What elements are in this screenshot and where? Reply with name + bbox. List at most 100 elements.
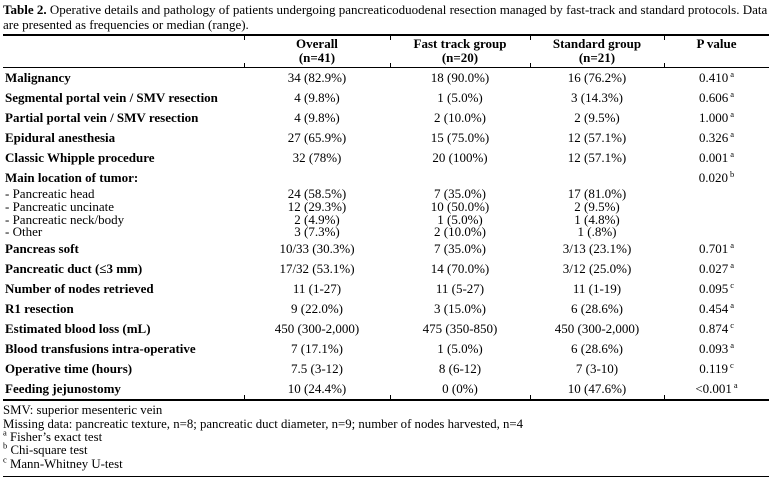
table-row: - Pancreatic uncinate 12 (29.3%) 10 (50.0%…	[3, 198, 769, 214]
row-label: Blood transfusions intra-operative	[5, 341, 196, 357]
cell-p-value: 0.326 a	[698, 128, 735, 145]
cell-standard: 6 (28.6%)	[571, 341, 623, 357]
cell-fast-track: 7 (35.0%)	[434, 241, 486, 257]
cell-overall: 34 (82.9%)	[287, 70, 347, 85]
row-label: Pancreas soft	[5, 241, 79, 257]
table-row: Segmental portal vein / SMV resection 4 (…	[3, 88, 769, 108]
row-label: Epidural anesthesia	[5, 130, 116, 145]
cell-overall: 12 (29.3%)	[287, 198, 347, 214]
table-row: Classic Whipple procedure 32 (78%) 20 (100…	[3, 148, 769, 168]
cell-standard: 16 (76.2%)	[567, 70, 627, 85]
cell-p-value	[664, 201, 769, 214]
cell-fast-track	[390, 168, 530, 188]
cell-overall	[244, 168, 390, 188]
cell-p-value: 0.606 a	[698, 88, 735, 105]
row-label: - Other	[5, 224, 43, 240]
cell-standard: 10 (47.6%)	[530, 379, 664, 402]
table-row: R1 resection 9 (22.0%) 3 (15.0%) 6 (28.6%) 0…	[3, 299, 769, 319]
cell-overall: 4 (9.8%)	[294, 90, 340, 105]
cell-p-value: 0.095 c	[698, 279, 735, 297]
cell-overall: 7.5 (3-12)	[291, 361, 343, 377]
cell-standard: 2 (9.5%)	[574, 110, 620, 125]
cell-standard: 7 (3-10)	[575, 361, 619, 377]
row-label: Feeding jejunostomy	[3, 379, 244, 402]
cell-overall: 17/32 (53.1%)	[279, 261, 355, 277]
cell-p-value: 1.000 a	[698, 108, 735, 125]
table-row: Feeding jejunostomy 10 (24.4%) 0 (0%) 10 (4…	[3, 379, 769, 402]
cell-p-value: 0.093 a	[698, 339, 735, 357]
cell-p-value: 0.701 a	[698, 239, 735, 257]
cell-overall: 32 (78%)	[292, 150, 342, 165]
cell-p-value: 0.119 c	[699, 359, 734, 377]
cell-p-value	[664, 188, 769, 201]
row-label: - Pancreatic uncinate	[5, 198, 114, 214]
table-row: Pancreas soft 10/33 (30.3%) 7 (35.0%) 3/13 …	[3, 239, 769, 259]
row-label: Segmental portal vein / SMV resection	[5, 90, 218, 105]
cell-standard	[530, 168, 664, 188]
cell-fast-track: 10 (50.0%)	[430, 198, 490, 214]
footnote: SMV: superior mesenteric vein	[3, 403, 163, 418]
cell-standard: 450 (300-2,000)	[554, 321, 640, 337]
footnote: b Chi-square test	[3, 441, 88, 458]
cell-standard: 17 (81.0%)	[567, 186, 627, 201]
cell-fast-track: 11 (5-27)	[435, 281, 485, 297]
cell-fast-track: 8 (6-12)	[438, 361, 482, 377]
row-label: Malignancy	[5, 70, 71, 85]
row-label: Pancreatic duct (≤3 mm)	[5, 261, 143, 277]
table-row: Partial portal vein / SMV resection 4 (9.…	[3, 108, 769, 128]
footnote: c Mann-Whitney U-test	[3, 454, 123, 471]
table-row: Main location of tumor: 0.020 b	[3, 168, 769, 188]
footnote: a Fisher’s exact test	[3, 427, 103, 444]
cell-fast-track: 3 (15.0%)	[434, 301, 486, 317]
cell-p-value: 0.454 a	[698, 299, 735, 317]
operative-details-table: Overall (n=41) Fast track group (n=20) Stand…	[3, 34, 769, 402]
row-label: R1 resection	[5, 301, 74, 317]
cell-p-value: 0.027 a	[698, 259, 735, 277]
footnotes: SMV: superior mesenteric vein Missing dat…	[3, 403, 769, 477]
cell-standard: 11 (1-19)	[572, 281, 622, 297]
cell-p-value: 0.001 a	[698, 148, 735, 165]
table-row: Malignancy 34 (82.9%) 18 (90.0%) 16 (76.2%)…	[3, 68, 769, 89]
row-label: Estimated blood loss (mL)	[5, 321, 151, 337]
row-label: - Pancreatic neck/body	[5, 211, 125, 227]
cell-fast-track: 1 (5.0%)	[437, 341, 483, 357]
cell-overall: 10/33 (30.3%)	[279, 241, 355, 257]
cell-overall: 3 (7.3%)	[294, 224, 340, 240]
cell-overall: 24 (58.5%)	[287, 186, 347, 201]
footnote: Missing data: pancreatic texture, n=8; p…	[3, 416, 524, 431]
cell-standard: 12 (57.1%)	[567, 150, 627, 165]
cell-overall: 4 (9.8%)	[294, 110, 340, 125]
cell-fast-track: 14 (70.0%)	[430, 261, 490, 277]
cell-standard: 1 (.8%)	[577, 224, 617, 240]
table-row: Pancreatic duct (≤3 mm) 17/32 (53.1%) 14 (…	[3, 259, 769, 279]
table-row: Estimated blood loss (mL) 450 (300-2,000)…	[3, 319, 769, 339]
cell-p-value	[664, 214, 769, 227]
column-header: Standard group (n=21)	[530, 35, 664, 68]
row-label: Classic Whipple procedure	[5, 150, 155, 165]
table-row: Epidural anesthesia 27 (65.9%) 15 (75.0%) 1…	[3, 128, 769, 148]
cell-p-value: 0.874 c	[698, 319, 735, 337]
header-row: Overall (n=41) Fast track group (n=20) Stand…	[3, 35, 769, 68]
cell-standard: 1 (4.8%)	[574, 211, 620, 227]
table-body: Malignancy 34 (82.9%) 18 (90.0%) 16 (76.2%)…	[3, 68, 769, 402]
cell-fast-track: 2 (10.0%)	[434, 224, 486, 240]
cell-standard: 2 (9.5%)	[574, 198, 620, 214]
row-label: Partial portal vein / SMV resection	[5, 110, 199, 125]
table-row: Operative time (hours) 7.5 (3-12) 8 (6-12)…	[3, 359, 769, 379]
cell-standard: 6 (28.6%)	[571, 301, 623, 317]
cell-fast-track: 1 (5.0%)	[437, 211, 483, 227]
table-row: - Other 3 (7.3%) 2 (10.0%) 1 (.8%)	[3, 224, 769, 240]
table-row: - Pancreatic neck/body 2 (4.9%) 1 (5.0%) 1 …	[3, 211, 769, 227]
cell-fast-track: 475 (350-850)	[422, 321, 498, 337]
cell-fast-track: 0 (0%)	[390, 379, 530, 402]
column-header-empty	[3, 35, 244, 68]
table-row: - Pancreatic head 24 (58.5%) 7 (35.0%) 17 (…	[3, 186, 769, 201]
table-caption: Table 2. Operative details and pathology…	[3, 2, 768, 32]
column-header: Overall (n=41)	[244, 35, 390, 68]
table-row: Number of nodes retrieved 11 (1-27) 11 (5-…	[3, 279, 769, 299]
cell-fast-track: 1 (5.0%)	[437, 90, 483, 105]
cell-fast-track: 20 (100%)	[432, 150, 488, 165]
table-row: Blood transfusions intra-operative 7 (17.…	[3, 339, 769, 359]
cell-standard: 3/12 (25.0%)	[562, 261, 632, 277]
